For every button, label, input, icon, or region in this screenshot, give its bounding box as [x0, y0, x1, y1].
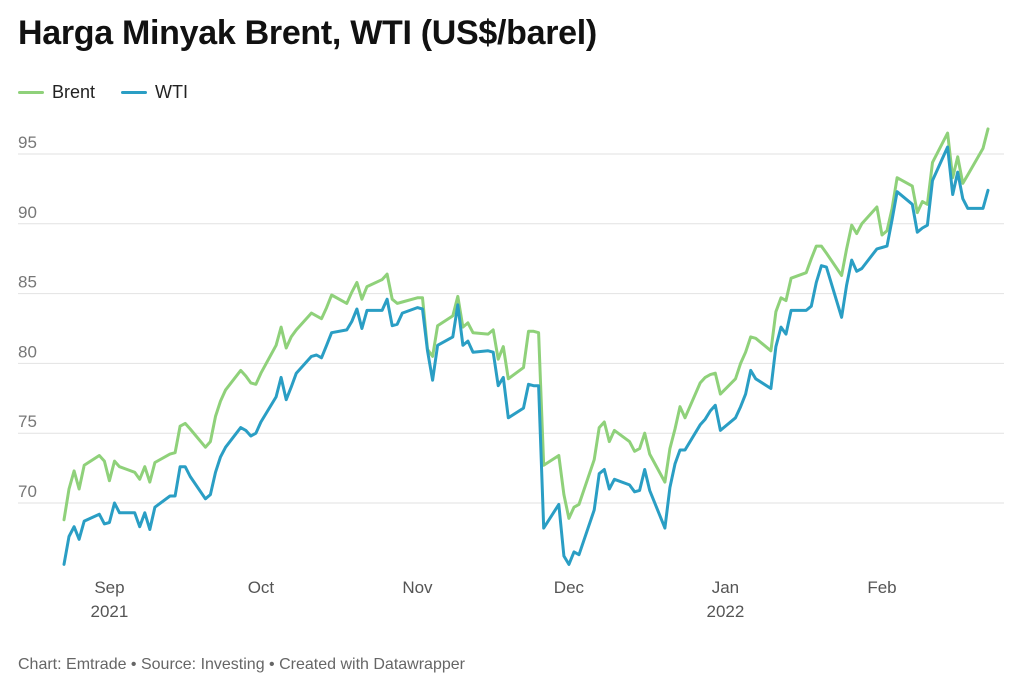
y-tick-label: 75: [18, 412, 37, 431]
legend-label-wti: WTI: [155, 82, 189, 102]
x-tick-label-dec: Dec: [554, 578, 585, 597]
series-line-wti: [62, 145, 990, 566]
legend-swatch-wti: [121, 91, 148, 94]
x-tick-label-sep: Sep: [94, 578, 124, 597]
x-tick-label-nov: Nov: [402, 578, 433, 597]
series-line-brent: [62, 127, 990, 522]
y-tick-label: 90: [18, 203, 37, 222]
x-tick-year-2022: 2022: [707, 602, 745, 621]
legend-swatch-brent: [18, 91, 44, 94]
legend-item-brent: Brent: [18, 82, 95, 103]
y-tick-label: 85: [18, 273, 37, 292]
y-tick-label: 80: [18, 342, 37, 361]
chart-legend: Brent WTI: [18, 82, 188, 103]
x-tick-year-2021: 2021: [91, 602, 129, 621]
x-tick-label-jan: Jan: [712, 578, 739, 597]
x-tick-label-feb: Feb: [867, 578, 896, 597]
y-tick-label: 70: [18, 482, 37, 501]
y-tick-label: 95: [18, 133, 37, 152]
x-tick-label-oct: Oct: [248, 578, 275, 597]
legend-item-wti: WTI: [121, 82, 188, 103]
chart-footer: Chart: Emtrade • Source: Investing • Cre…: [18, 656, 465, 673]
legend-label-brent: Brent: [52, 82, 96, 102]
chart-title: Harga Minyak Brent, WTI (US$/barel): [18, 14, 597, 52]
